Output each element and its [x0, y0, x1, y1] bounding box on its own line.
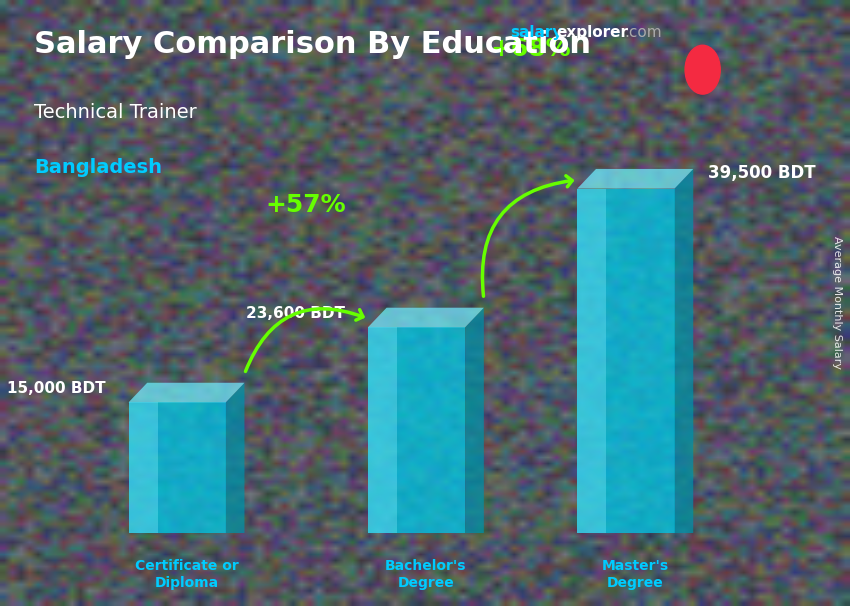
- Text: 15,000 BDT: 15,000 BDT: [8, 381, 106, 396]
- Polygon shape: [128, 402, 158, 533]
- Polygon shape: [128, 383, 245, 402]
- Text: Average Monthly Salary: Average Monthly Salary: [832, 236, 842, 370]
- Circle shape: [685, 45, 720, 94]
- Text: .com: .com: [625, 25, 662, 41]
- Polygon shape: [368, 327, 465, 533]
- Text: salary: salary: [510, 25, 563, 41]
- Polygon shape: [577, 169, 694, 188]
- Text: 23,600 BDT: 23,600 BDT: [246, 306, 345, 321]
- Text: 39,500 BDT: 39,500 BDT: [708, 164, 816, 182]
- Polygon shape: [368, 308, 484, 327]
- Text: Technical Trainer: Technical Trainer: [34, 103, 196, 122]
- Text: explorer: explorer: [557, 25, 629, 41]
- Text: Bangladesh: Bangladesh: [34, 158, 162, 176]
- Polygon shape: [226, 383, 245, 533]
- Polygon shape: [368, 327, 397, 533]
- Text: +68%: +68%: [490, 37, 571, 61]
- Polygon shape: [465, 308, 484, 533]
- Polygon shape: [577, 188, 675, 533]
- Polygon shape: [675, 169, 694, 533]
- Polygon shape: [128, 402, 226, 533]
- Polygon shape: [577, 188, 607, 533]
- Text: +57%: +57%: [266, 193, 347, 217]
- Text: Certificate or
Diploma: Certificate or Diploma: [134, 559, 238, 590]
- Text: Salary Comparison By Education: Salary Comparison By Education: [34, 30, 591, 59]
- Text: Master's
Degree: Master's Degree: [602, 559, 669, 590]
- Text: Bachelor's
Degree: Bachelor's Degree: [385, 559, 467, 590]
